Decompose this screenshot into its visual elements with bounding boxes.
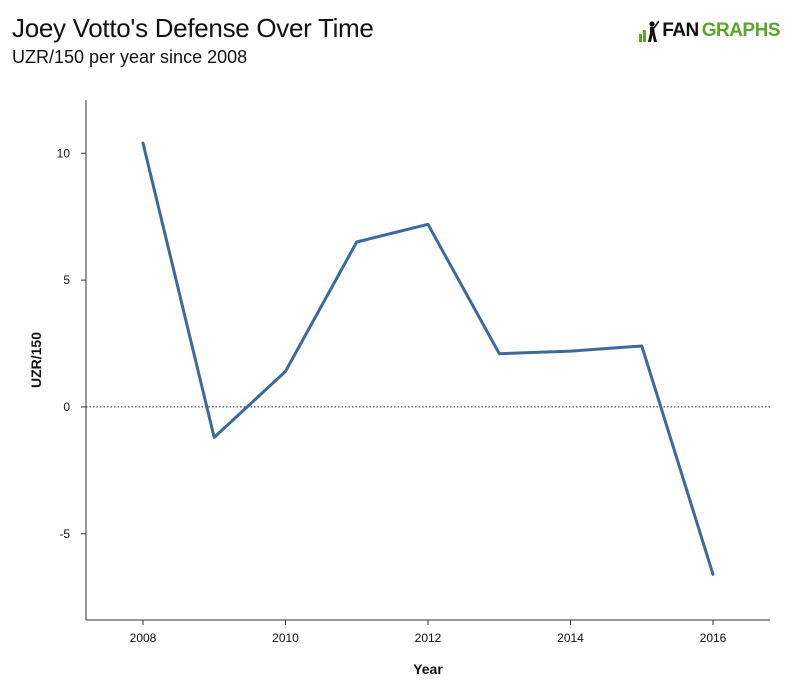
- x-tick-label: 2008: [130, 631, 157, 645]
- y-tick-label: 10: [57, 146, 71, 160]
- data-point: [640, 344, 643, 348]
- batter-icon: [639, 20, 660, 42]
- series-layer: [141, 141, 715, 576]
- series-line-0: [141, 141, 715, 576]
- y-tick-label: 5: [63, 273, 70, 287]
- data-point: [213, 436, 216, 439]
- y-axis-title: UZR/150: [28, 332, 44, 388]
- y-tick-label: -5: [59, 527, 70, 541]
- data-point: [711, 573, 715, 576]
- x-tick-label: 2010: [272, 631, 299, 645]
- logo-text-fan: FAN: [662, 20, 699, 41]
- logo-text-graphs: GRAPHS: [701, 20, 781, 41]
- fangraphs-logo: FAN GRAPHS: [639, 20, 781, 42]
- x-tick-label: 2014: [557, 631, 584, 645]
- data-point: [426, 223, 430, 226]
- x-tick-label: 2012: [415, 631, 442, 645]
- data-point: [141, 141, 145, 145]
- data-point: [569, 349, 572, 353]
- data-point: [284, 370, 287, 373]
- page-subtitle: UZR/150 per year since 2008: [12, 47, 248, 67]
- axes-layer: [85, 100, 770, 621]
- page-title: Joey Votto's Defense Over Time: [12, 13, 374, 43]
- x-tick-label: 2016: [700, 631, 727, 645]
- ticks-layer: 10 5 0 -5 2008 2010 2012 2014 2016: [57, 146, 727, 645]
- data-point: [355, 240, 358, 244]
- y-tick-label: 0: [63, 400, 70, 414]
- x-axis-title: Year: [413, 661, 443, 677]
- data-point: [498, 352, 501, 355]
